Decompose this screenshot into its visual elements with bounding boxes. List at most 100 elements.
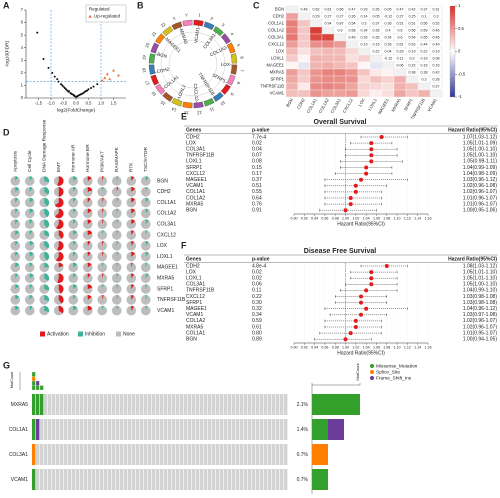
hazard-ratio-point [369, 276, 374, 281]
sample-cell [148, 469, 152, 490]
pie-slice [29, 187, 33, 192]
pie-slice [15, 187, 20, 192]
hazard-ratio-label: 1.05(1.01-1.09) [463, 140, 498, 146]
pie-slice [131, 230, 135, 235]
sample-cell [168, 469, 172, 490]
gene-label: COL1A2 [186, 318, 205, 324]
pie-slice [116, 295, 119, 300]
cell [321, 89, 335, 98]
cell [393, 89, 407, 98]
gene-tick [213, 94, 215, 97]
row-label: BGN [275, 7, 284, 12]
pie-slice [15, 176, 19, 181]
pie-slice [131, 219, 136, 225]
pie-slice [131, 241, 135, 246]
hazard-ratio-point [369, 153, 374, 158]
cell-value: 0.6 [398, 28, 403, 32]
point [51, 71, 54, 74]
pie-slice [44, 219, 50, 229]
pie-slice [87, 208, 92, 214]
cell [357, 54, 371, 63]
sample-cell [88, 394, 92, 415]
y-axis-label: -log10(FDR) [4, 40, 10, 67]
sample-cell [152, 469, 156, 490]
diagonal-cell [309, 19, 323, 28]
chromosome-segment [212, 26, 224, 37]
sample-cell [76, 394, 80, 415]
sample-cell [208, 469, 212, 490]
pie-base [97, 262, 108, 273]
pie-slice [29, 262, 33, 268]
cell [405, 82, 419, 91]
sample-cell [116, 419, 120, 440]
pie-slice [102, 295, 104, 300]
sample-cell [92, 469, 96, 490]
cell-value: 0.3 [410, 56, 415, 60]
sample-cell [144, 444, 148, 465]
x-tick-label: 0.92 [301, 216, 308, 220]
row-label: MAGEE1 [157, 265, 178, 271]
sample-cell [264, 394, 268, 415]
gene-label: MXRA5 [11, 402, 28, 408]
sample-cell [164, 419, 168, 440]
pie-slice [87, 273, 91, 279]
row-label: MAGEE1 [267, 63, 285, 68]
sample-cell [108, 444, 112, 465]
pie-slice [15, 219, 19, 225]
cell-value: 0.22 [409, 63, 416, 67]
mutcount-bar [39, 385, 44, 391]
gene-tick [225, 81, 228, 84]
sample-cell [104, 444, 108, 465]
gene-label: MAGEE1 [186, 306, 207, 312]
sample-cell [248, 469, 252, 490]
point [108, 77, 112, 81]
sample-cell [172, 444, 176, 465]
sample-cell [48, 444, 52, 465]
sample-cell [212, 469, 216, 490]
sample-cell [192, 444, 196, 465]
hazard-ratio-point [359, 294, 363, 299]
percent-label: 0.7% [297, 452, 309, 458]
sample-cell [192, 469, 196, 490]
sample-cell [272, 444, 276, 465]
pie-base [126, 262, 137, 273]
sample-cell [252, 444, 256, 465]
gene-label: COL3A1 [9, 452, 28, 458]
sample-cell [260, 444, 264, 465]
percent-label: 1.4% [297, 427, 309, 433]
panel-label: A [3, 0, 10, 10]
pie-slice [58, 305, 64, 314]
cell-value: 0.27 [397, 14, 404, 18]
pie-slice [102, 305, 104, 311]
sample-cell [160, 469, 164, 490]
mutcount-bar [31, 385, 36, 391]
sample-cell [252, 419, 256, 440]
pie-slice [131, 295, 135, 300]
cell [297, 61, 311, 70]
legend-label: Activation [47, 331, 69, 337]
bar [328, 419, 344, 440]
p-value: 0.22 [252, 294, 262, 300]
hazard-ratio-label: 1.05(1.00-1.10) [463, 147, 498, 153]
pie-slice [102, 187, 104, 192]
sample-cell [108, 469, 112, 490]
pie-slice [44, 262, 50, 268]
pie-slice [44, 284, 50, 291]
cell-value: 0.31 [433, 7, 440, 11]
pie-slice [73, 241, 77, 246]
sample-cell [52, 469, 56, 490]
p-value: 0.37 [252, 177, 262, 183]
pie-slice [102, 284, 104, 289]
sample-cell [284, 444, 288, 465]
x-axis-label: Hazard Ratio(95%CI) [337, 221, 385, 227]
gene-label: COL3A1 [186, 282, 205, 288]
point [68, 90, 70, 93]
pie-slice [102, 176, 104, 181]
bar [312, 444, 328, 465]
hazard-ratio-label: 1.02(0.96-1.08) [463, 183, 498, 189]
bar [312, 419, 328, 440]
cell [393, 82, 407, 91]
pie-slice [29, 305, 33, 311]
sample-cell [112, 394, 116, 415]
sample-cell [196, 469, 200, 490]
